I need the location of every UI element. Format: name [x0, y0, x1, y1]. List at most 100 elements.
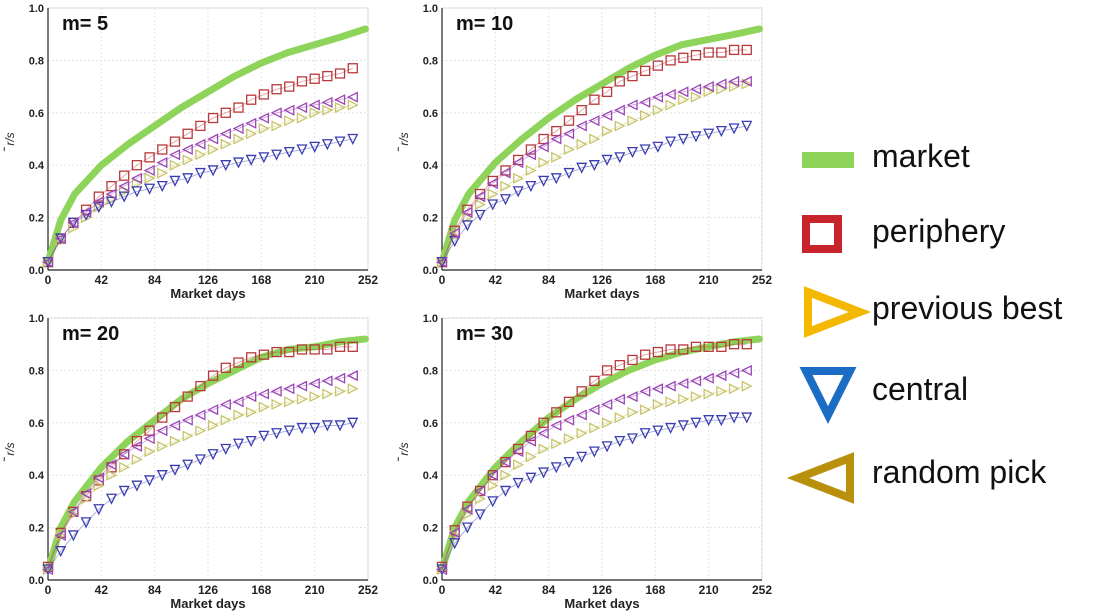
series-central-point: [665, 136, 677, 148]
y-tick-label: 0.4: [29, 470, 45, 482]
series-previous-best-point: [551, 438, 563, 450]
series-previous-best-point: [640, 109, 652, 121]
legend-marker-market: [802, 152, 854, 168]
x-tick-label: 210: [305, 273, 325, 287]
series-periphery-point: [258, 349, 270, 360]
series-periphery-point: [195, 120, 206, 132]
series-central-point: [588, 160, 600, 172]
series-central-point: [169, 464, 181, 476]
series-previous-best-point: [246, 406, 258, 418]
series-periphery-point: [233, 102, 244, 113]
y-tick-label: 0.6: [423, 418, 438, 430]
series-random-pick-point: [601, 398, 613, 411]
series-central-point: [715, 415, 727, 427]
series-periphery-point: [614, 360, 625, 371]
series-previous-best-point: [551, 151, 563, 163]
series-previous-best-point: [284, 396, 296, 408]
y-tick-label: 0.6: [423, 108, 438, 120]
series-random-pick-point: [232, 396, 244, 408]
series-random-pick-point: [105, 459, 117, 471]
x-tick-label: 126: [592, 273, 612, 287]
series-central-point: [156, 181, 168, 193]
series-random-pick-point: [601, 109, 613, 121]
series-previous-best-point: [678, 393, 690, 405]
series-random-pick-point: [474, 191, 486, 203]
y-tick-label: 0.0: [29, 265, 44, 277]
series-central-point: [334, 420, 346, 432]
series-central-point: [182, 173, 194, 185]
x-tick-label: 84: [148, 583, 162, 597]
series-previous-best-point: [271, 398, 283, 411]
series-periphery-point: [741, 339, 752, 350]
y-tick-label: 0.6: [29, 108, 44, 120]
series-previous-best-point: [309, 107, 321, 119]
series-random-pick-point: [728, 367, 740, 379]
x-tick-label: 252: [752, 583, 772, 597]
series-central-point: [461, 522, 473, 534]
y-tick-label: 0.0: [423, 265, 438, 277]
y-tick-label: 0.2: [423, 213, 438, 225]
series-previous-best-point: [157, 440, 169, 452]
series-random-pick-point: [512, 446, 524, 458]
series-random-pick-point: [537, 427, 549, 439]
series-market-line: [44, 25, 369, 266]
series-previous-best-fit-line: [441, 83, 747, 263]
series-random-pick-point: [537, 141, 549, 153]
series-central-point: [474, 509, 486, 521]
series-periphery-point: [93, 191, 104, 202]
series-previous-best-point: [627, 406, 639, 418]
legend-item-previous-best: previous best: [790, 282, 1110, 342]
series-previous-best-point: [144, 172, 156, 184]
x-tick-label: 210: [305, 583, 325, 597]
y-axis-label: ̃r/s: [2, 132, 17, 151]
series-periphery-point: [741, 44, 752, 56]
series-random-pick-point: [651, 383, 664, 395]
series-periphery-point: [271, 346, 282, 358]
series-random-pick-point: [143, 432, 155, 445]
series-central-point: [296, 144, 308, 156]
series-previous-best-point: [487, 188, 499, 200]
series-previous-best-point: [131, 177, 143, 190]
series-random-pick-point: [207, 404, 219, 416]
series-periphery-point: [627, 70, 638, 82]
series-periphery-point: [665, 55, 676, 66]
series-periphery-point: [690, 341, 702, 352]
series-periphery-point: [525, 430, 537, 442]
series-periphery-point: [563, 396, 575, 407]
series-periphery-point: [233, 357, 244, 368]
series-previous-best-point: [233, 133, 245, 145]
series-central-point: [728, 412, 740, 424]
series-random-pick-point: [588, 115, 600, 127]
series-central-point: [499, 485, 512, 497]
series-previous-best-point: [716, 83, 728, 95]
series-periphery-point: [169, 136, 181, 147]
y-tick-label: 0.8: [29, 55, 44, 67]
series-periphery-point: [703, 341, 714, 352]
series-random-pick-point: [626, 99, 638, 111]
series-central-point: [601, 441, 613, 453]
series-previous-best-point: [462, 508, 474, 521]
chart-title: m= 10: [456, 13, 513, 35]
series-market-line: [438, 335, 763, 574]
series-previous-best-point: [703, 86, 715, 98]
legend-label-random-pick: random pick: [872, 454, 1047, 490]
series-central-point: [690, 417, 702, 429]
series-central-point: [550, 462, 562, 474]
series-random-pick-point: [550, 419, 562, 431]
series-central-point: [93, 201, 105, 214]
series-previous-best-point: [728, 81, 741, 93]
x-tick-label: 168: [251, 273, 271, 287]
series-previous-best-point: [474, 493, 487, 505]
series-random-pick-point: [156, 157, 168, 169]
series-central-point: [194, 167, 206, 180]
series-random-pick-point: [54, 233, 66, 245]
series-central-fit-line: [47, 422, 353, 570]
x-axis-label: Market days: [170, 286, 245, 301]
series-periphery-point: [347, 341, 358, 352]
series-previous-best-point: [513, 172, 525, 184]
legend-item-random-pick: random pick: [786, 446, 1110, 506]
series-periphery-fit-line: [47, 67, 353, 263]
series-previous-best-point: [322, 104, 334, 116]
y-tick-label: 0.2: [29, 213, 44, 225]
series-previous-best-point: [728, 383, 741, 395]
